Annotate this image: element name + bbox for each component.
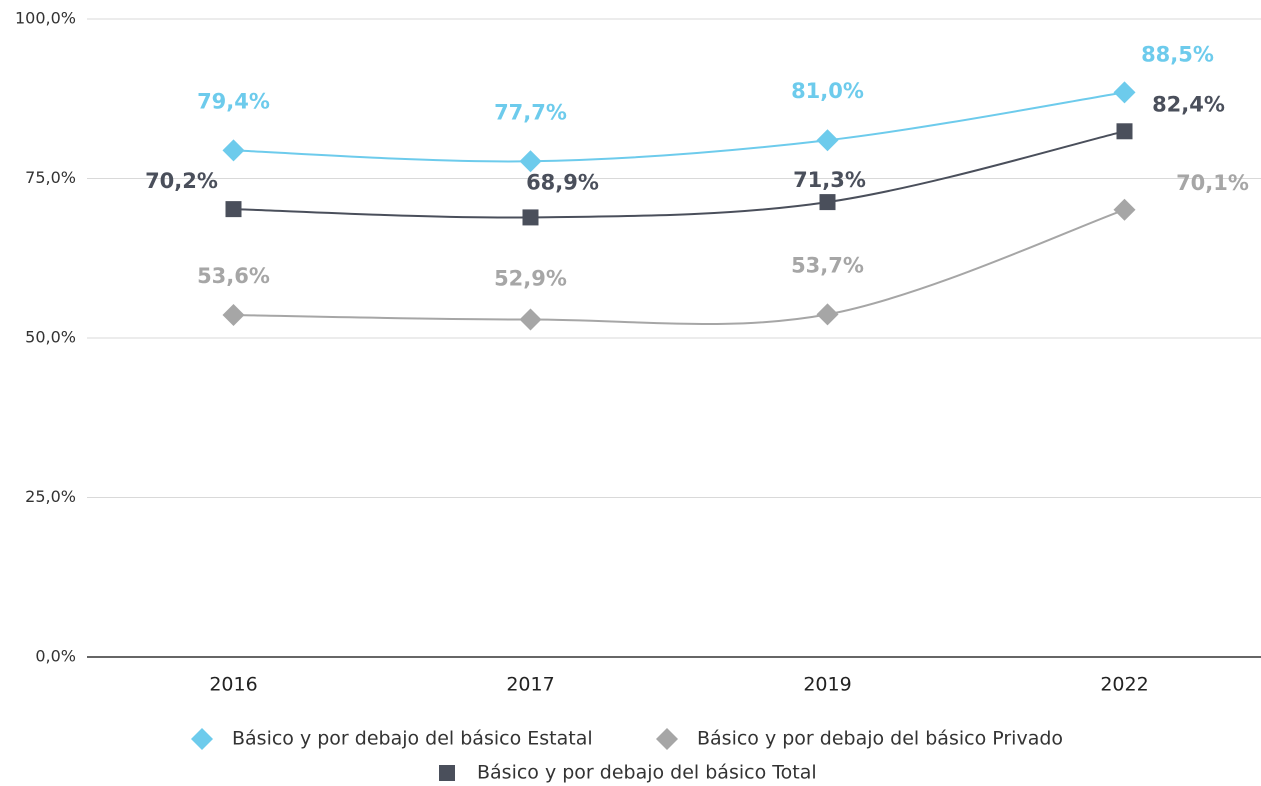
data-label: 79,4% xyxy=(197,89,270,113)
x-tick-label: 2022 xyxy=(1100,674,1148,696)
data-point xyxy=(1113,81,1136,104)
data-point xyxy=(222,139,245,162)
data-point xyxy=(522,209,539,226)
data-point xyxy=(222,304,245,327)
data-label: 71,3% xyxy=(793,168,866,192)
x-tick-label: 2017 xyxy=(506,674,554,696)
data-label: 52,9% xyxy=(494,266,567,290)
data-label: 81,0% xyxy=(791,79,864,103)
legend-label: Básico y por debajo del básico Estatal xyxy=(232,728,593,750)
data-point xyxy=(519,150,542,173)
data-label: 53,6% xyxy=(197,264,270,288)
data-label: 68,9% xyxy=(526,170,599,194)
data-point xyxy=(816,303,839,326)
data-point xyxy=(519,308,542,331)
series-line xyxy=(233,208,1125,326)
data-point xyxy=(1116,123,1133,140)
data-label: 77,7% xyxy=(494,100,567,124)
series-line xyxy=(233,91,1125,163)
x-tick-label: 2016 xyxy=(209,674,257,696)
legend-swatch xyxy=(191,728,213,750)
x-tick-label: 2019 xyxy=(803,674,851,696)
legend-swatch xyxy=(656,728,678,750)
legend-label: Básico y por debajo del básico Total xyxy=(477,762,817,784)
y-tick-label: 100,0% xyxy=(15,9,76,28)
data-point xyxy=(816,129,839,152)
data-label: 70,1% xyxy=(1176,171,1249,195)
data-label: 53,7% xyxy=(791,253,864,277)
series-line xyxy=(233,130,1125,219)
y-tick-label: 50,0% xyxy=(25,328,76,347)
data-point xyxy=(225,201,242,218)
data-label: 82,4% xyxy=(1152,92,1225,116)
data-label: 70,2% xyxy=(145,169,218,193)
legend-swatch xyxy=(439,765,455,781)
data-point xyxy=(819,194,836,211)
y-tick-label: 75,0% xyxy=(25,168,76,187)
data-point xyxy=(1113,198,1136,221)
data-label: 88,5% xyxy=(1141,42,1214,66)
legend-label: Básico y por debajo del básico Privado xyxy=(697,728,1063,750)
y-tick-label: 25,0% xyxy=(25,487,76,506)
y-tick-label: 0,0% xyxy=(35,647,76,666)
